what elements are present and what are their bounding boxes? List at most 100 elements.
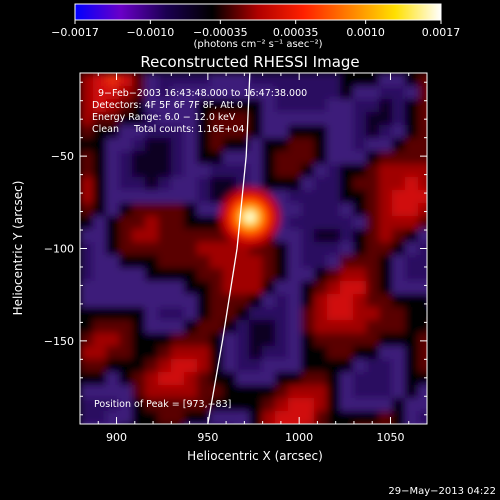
heatmap-cell [197, 125, 211, 139]
heatmap-cell [171, 255, 185, 269]
heatmap-cell [327, 99, 341, 113]
heatmap-cell [353, 385, 367, 399]
heatmap-cell [184, 216, 198, 230]
heatmap-cell [132, 190, 146, 204]
heatmap-cell [236, 294, 250, 308]
y-tick-label: −100 [44, 243, 74, 256]
heatmap-cell [275, 281, 289, 295]
heatmap-cell [132, 359, 146, 373]
heatmap-cell [353, 112, 367, 126]
heatmap-cell [80, 320, 94, 334]
heatmap-cell [353, 164, 367, 178]
heatmap-cell [262, 320, 276, 334]
heatmap-cell [184, 99, 198, 113]
heatmap-cell [314, 138, 328, 152]
heatmap-cell [379, 112, 393, 126]
heatmap-cell [249, 73, 263, 87]
heatmap-cell [288, 294, 302, 308]
heatmap-cell [106, 86, 120, 100]
heatmap-cell [327, 229, 341, 243]
heatmap-cell [327, 86, 341, 100]
heatmap-cell [262, 424, 276, 438]
heatmap-cell [158, 281, 172, 295]
heatmap-cell [210, 112, 224, 126]
heatmap-cell [366, 333, 380, 347]
heatmap-cell [366, 294, 380, 308]
heatmap-cell [132, 372, 146, 386]
heatmap-cell [223, 294, 237, 308]
heatmap-cell [197, 268, 211, 282]
heatmap-cell [223, 385, 237, 399]
heatmap-cell [392, 229, 406, 243]
heatmap-cell [132, 229, 146, 243]
heatmap-cell [327, 177, 341, 191]
heatmap-cell [288, 242, 302, 256]
heatmap-cell [262, 242, 276, 256]
heatmap-cell [327, 138, 341, 152]
heatmap-cell [132, 86, 146, 100]
heatmap-cell [366, 398, 380, 412]
heatmap-cell [145, 411, 159, 424]
heatmap-cell [366, 268, 380, 282]
heatmap-cell [275, 398, 289, 412]
y-tick-label: −50 [51, 150, 74, 163]
heatmap-cell [119, 255, 133, 269]
heatmap-cell [366, 255, 380, 269]
heatmap-cell [431, 411, 445, 425]
heatmap-cell [223, 86, 237, 100]
heatmap-cell [301, 411, 315, 424]
heatmap-cell [379, 398, 393, 412]
heatmap-cell [197, 229, 211, 243]
heatmap-cell [145, 398, 159, 412]
heatmap-cell [288, 372, 302, 386]
heatmap-cell [171, 268, 185, 282]
heatmap-cell [236, 112, 250, 126]
heatmap-cell [431, 294, 445, 308]
heatmap-cell [327, 320, 341, 334]
heatmap-cell [431, 307, 445, 321]
heatmap-cell [80, 177, 94, 191]
heatmap-cell [249, 398, 263, 412]
heatmap-cell [340, 307, 354, 321]
heatmap-cell [418, 424, 432, 438]
heatmap-cell [223, 333, 237, 347]
heatmap-cell [379, 125, 393, 139]
heatmap-cell [392, 216, 406, 230]
heatmap-cell [327, 307, 341, 321]
heatmap-cell [353, 203, 367, 217]
heatmap-cell [158, 99, 172, 113]
heatmap-cell [392, 385, 406, 399]
heatmap-cell [314, 190, 328, 204]
heatmap-cell [301, 255, 315, 269]
info-line-detectors: Detectors: 4F 5F 6F 7F 8F, Att 0 [92, 100, 243, 111]
heatmap-cell [301, 359, 315, 373]
heatmap-cell [314, 73, 328, 87]
heatmap-cell [353, 424, 367, 438]
heatmap-cell [405, 125, 419, 139]
heatmap-cell [327, 268, 341, 282]
heatmap-cell [184, 281, 198, 295]
heatmap-cell [80, 73, 94, 87]
x-tick-label: 1000 [285, 431, 313, 444]
heatmap-cell [210, 398, 224, 412]
heatmap-cell [80, 216, 94, 230]
heatmap-cell [418, 346, 427, 360]
heatmap-cell [262, 398, 276, 412]
heatmap-cell [418, 229, 427, 243]
heatmap-cell [340, 294, 354, 308]
heatmap-cell [80, 372, 94, 386]
heatmap-cell [210, 151, 224, 165]
heatmap-cell [210, 73, 224, 87]
heatmap-cell [379, 164, 393, 178]
heatmap-cell [171, 359, 185, 373]
heatmap-cell [262, 359, 276, 373]
heatmap-cell [184, 177, 198, 191]
heatmap-cell [353, 294, 367, 308]
heatmap-cell [145, 216, 159, 230]
heatmap-cell [353, 242, 367, 256]
heatmap-cell [132, 138, 146, 152]
heatmap-cell [262, 385, 276, 399]
heatmap-cell [431, 333, 445, 347]
heatmap-cell [327, 151, 341, 165]
heatmap-cell [249, 86, 263, 100]
